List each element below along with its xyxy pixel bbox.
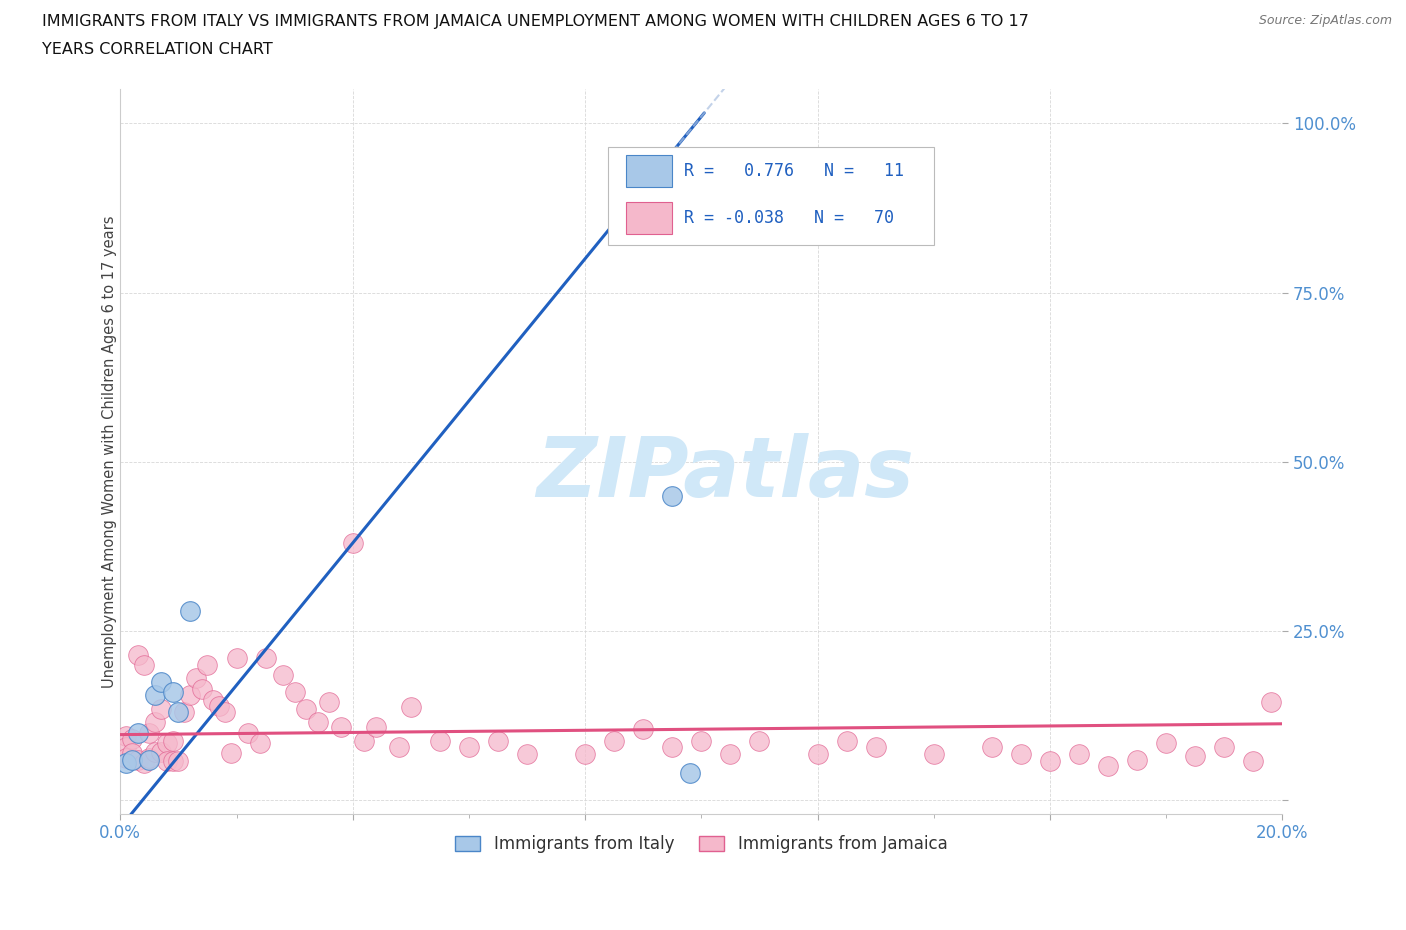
Point — [149, 744, 172, 759]
Point — [271, 668, 294, 683]
Point — [167, 705, 190, 720]
Point — [236, 725, 259, 740]
Point — [364, 720, 387, 735]
Point — [179, 604, 201, 618]
Point — [173, 705, 195, 720]
Point — [162, 684, 184, 699]
Point — [748, 733, 770, 748]
Point — [806, 747, 828, 762]
Point — [486, 733, 509, 748]
Point — [330, 720, 353, 735]
Point — [458, 740, 481, 755]
Point — [115, 728, 138, 743]
Point — [156, 753, 179, 768]
Text: Source: ZipAtlas.com: Source: ZipAtlas.com — [1258, 14, 1392, 27]
Text: IMMIGRANTS FROM ITALY VS IMMIGRANTS FROM JAMAICA UNEMPLOYMENT AMONG WOMEN WITH C: IMMIGRANTS FROM ITALY VS IMMIGRANTS FROM… — [42, 14, 1029, 29]
FancyBboxPatch shape — [626, 154, 672, 187]
Point — [249, 736, 271, 751]
Point — [143, 688, 166, 703]
Point — [342, 536, 364, 551]
Point — [115, 755, 138, 770]
Point — [138, 725, 160, 740]
Y-axis label: Unemployment Among Women with Children Ages 6 to 17 years: Unemployment Among Women with Children A… — [101, 216, 117, 688]
Point — [429, 733, 451, 748]
Point — [138, 752, 160, 767]
Point — [254, 651, 277, 666]
Point — [1154, 736, 1177, 751]
Point — [980, 740, 1002, 755]
Point — [388, 740, 411, 755]
Point — [162, 733, 184, 748]
Point — [143, 744, 166, 759]
Point — [318, 695, 340, 710]
Text: ZIPatlas: ZIPatlas — [536, 432, 914, 514]
Point — [661, 740, 683, 755]
FancyBboxPatch shape — [626, 202, 672, 234]
Point — [127, 752, 149, 767]
Point — [1039, 753, 1062, 768]
Point — [127, 725, 149, 740]
Point — [167, 753, 190, 768]
Point — [284, 684, 307, 699]
Point — [865, 740, 887, 755]
Text: R =   0.776   N =   11: R = 0.776 N = 11 — [683, 162, 904, 179]
Point — [225, 651, 247, 666]
Point — [922, 747, 945, 762]
Point — [156, 736, 179, 751]
Point — [132, 658, 155, 672]
Point — [679, 765, 702, 780]
Point — [1260, 695, 1282, 710]
Point — [1184, 749, 1206, 764]
Point — [115, 751, 138, 765]
Point — [184, 671, 207, 685]
Point — [835, 733, 858, 748]
FancyBboxPatch shape — [609, 147, 934, 246]
Point — [1097, 759, 1119, 774]
Point — [516, 747, 538, 762]
Point — [690, 733, 713, 748]
Point — [121, 732, 143, 747]
Point — [190, 681, 212, 696]
Point — [1241, 753, 1264, 768]
Point — [307, 715, 329, 730]
Point — [1067, 747, 1090, 762]
Point — [295, 701, 318, 716]
Point — [121, 752, 143, 767]
Point — [162, 753, 184, 768]
Point — [208, 698, 231, 713]
Point — [1010, 747, 1032, 762]
Point — [214, 705, 236, 720]
Point — [353, 733, 375, 748]
Point — [132, 755, 155, 770]
Point — [574, 747, 596, 762]
Point — [121, 746, 143, 761]
Point — [127, 647, 149, 662]
Point — [633, 722, 655, 737]
Point — [1213, 740, 1236, 755]
Legend: Immigrants from Italy, Immigrants from Jamaica: Immigrants from Italy, Immigrants from J… — [449, 829, 955, 860]
Point — [1126, 752, 1149, 767]
Point — [399, 699, 422, 714]
Point — [115, 740, 138, 755]
Point — [720, 747, 742, 762]
Point — [202, 693, 225, 708]
Point — [138, 751, 160, 765]
Point — [661, 488, 683, 503]
Point — [143, 715, 166, 730]
Point — [603, 733, 626, 748]
Text: R = -0.038   N =   70: R = -0.038 N = 70 — [683, 209, 894, 227]
Text: YEARS CORRELATION CHART: YEARS CORRELATION CHART — [42, 42, 273, 57]
Point — [197, 658, 219, 672]
Point — [149, 701, 172, 716]
Point — [219, 746, 242, 761]
Point — [149, 674, 172, 689]
Point — [179, 688, 201, 703]
